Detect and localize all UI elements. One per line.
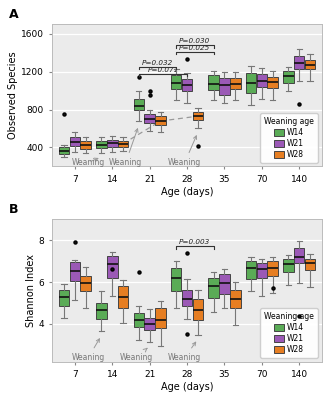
PathPatch shape <box>294 56 305 69</box>
Text: P=0.032: P=0.032 <box>142 60 173 66</box>
PathPatch shape <box>155 308 166 328</box>
PathPatch shape <box>134 314 144 327</box>
PathPatch shape <box>70 262 80 281</box>
PathPatch shape <box>230 290 241 308</box>
PathPatch shape <box>283 71 294 83</box>
PathPatch shape <box>267 261 278 276</box>
PathPatch shape <box>155 116 166 125</box>
PathPatch shape <box>305 60 315 68</box>
PathPatch shape <box>246 261 256 279</box>
X-axis label: Age (days): Age (days) <box>161 382 213 392</box>
Legend: W14, W21, W28: W14, W21, W28 <box>260 308 318 358</box>
PathPatch shape <box>182 79 192 90</box>
PathPatch shape <box>145 114 155 123</box>
PathPatch shape <box>208 278 219 298</box>
PathPatch shape <box>107 140 117 147</box>
Text: A: A <box>9 8 19 21</box>
Text: P=0.030: P=0.030 <box>179 38 211 44</box>
PathPatch shape <box>257 74 267 87</box>
Text: Weaning: Weaning <box>72 339 105 362</box>
Text: Weaning: Weaning <box>168 136 201 167</box>
PathPatch shape <box>118 286 128 308</box>
PathPatch shape <box>81 276 91 292</box>
PathPatch shape <box>193 112 203 120</box>
Y-axis label: Observed Species: Observed Species <box>8 52 18 139</box>
X-axis label: Age (days): Age (days) <box>161 186 213 196</box>
PathPatch shape <box>70 137 80 146</box>
PathPatch shape <box>134 99 144 110</box>
PathPatch shape <box>305 259 315 270</box>
PathPatch shape <box>96 303 107 319</box>
PathPatch shape <box>257 263 267 278</box>
PathPatch shape <box>59 148 69 154</box>
Text: P=0.025: P=0.025 <box>179 45 211 51</box>
PathPatch shape <box>219 78 230 95</box>
PathPatch shape <box>246 73 256 93</box>
PathPatch shape <box>294 248 305 263</box>
Text: P=0.003: P=0.003 <box>179 239 211 245</box>
PathPatch shape <box>230 78 241 89</box>
PathPatch shape <box>171 75 182 89</box>
PathPatch shape <box>118 141 128 148</box>
Text: P=0.071: P=0.071 <box>147 67 179 73</box>
Text: Weaning: Weaning <box>168 342 201 362</box>
Text: Weaning: Weaning <box>72 158 105 167</box>
PathPatch shape <box>145 318 155 330</box>
PathPatch shape <box>171 268 182 292</box>
Text: Weaning: Weaning <box>120 348 153 362</box>
PathPatch shape <box>193 299 203 320</box>
Y-axis label: Shannon Index: Shannon Index <box>26 254 36 327</box>
PathPatch shape <box>267 77 278 88</box>
PathPatch shape <box>182 290 192 306</box>
PathPatch shape <box>283 259 294 272</box>
PathPatch shape <box>81 141 91 148</box>
PathPatch shape <box>107 256 117 278</box>
PathPatch shape <box>59 290 69 306</box>
PathPatch shape <box>96 141 107 148</box>
PathPatch shape <box>219 274 230 294</box>
PathPatch shape <box>208 75 219 90</box>
Legend: W14, W21, W28: W14, W21, W28 <box>260 113 318 162</box>
Text: Weaning: Weaning <box>109 129 142 167</box>
Text: B: B <box>9 204 19 216</box>
